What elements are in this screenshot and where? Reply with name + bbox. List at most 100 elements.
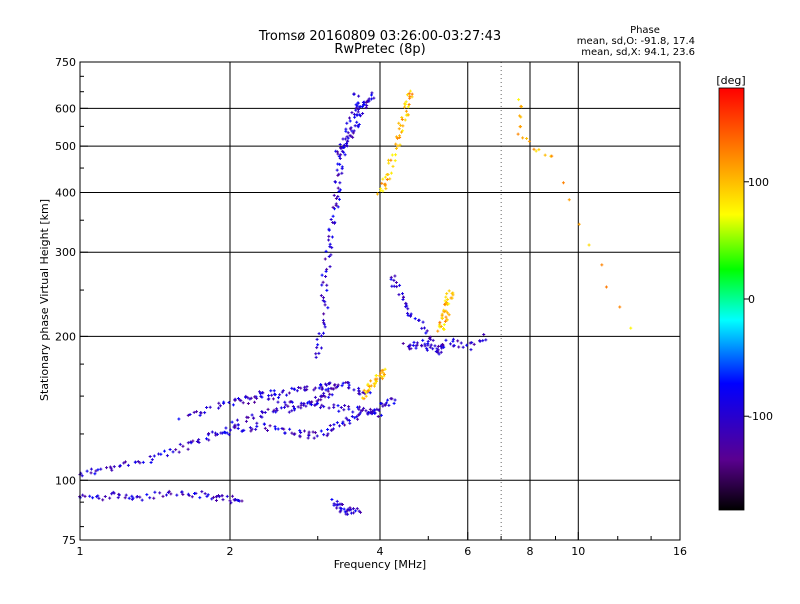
data-point-O [246,402,250,406]
data-point-O [231,403,235,407]
data-point-O [260,409,264,413]
data-point-O [302,402,306,406]
data-point-O [343,137,347,141]
data-point-O [140,498,144,502]
data-point-X [404,100,408,104]
data-point-X [394,135,398,139]
data-point-O [329,253,333,257]
data-point-X [439,325,443,329]
data-point-O [299,403,303,407]
data-point-X [379,371,383,375]
data-point-O [323,395,327,399]
data-point-O [351,131,355,135]
data-point-O [317,332,321,336]
data-point-O [268,424,272,428]
data-point-O [197,441,201,445]
data-point-O [348,127,352,131]
data-point-X [440,314,444,318]
data-point-X [447,302,451,306]
data-point-X [397,121,401,125]
data-point-O [368,407,372,411]
data-point-O [327,395,331,399]
data-point-O [339,146,343,150]
data-point-O [133,460,137,464]
data-point-O [336,186,340,190]
data-point-O [325,288,329,292]
data-point-O [337,197,341,201]
data-point-O [482,333,486,337]
data-point-O [431,347,435,351]
data-point-O [217,406,221,410]
data-point-O [343,153,347,157]
data-point-O [212,495,216,499]
data-point-O [99,467,103,471]
data-point-O [272,389,276,393]
data-point-O [323,257,327,261]
data-point-O [240,499,244,503]
data-point-X [394,142,398,146]
data-point-O [287,391,291,395]
data-point-O [130,494,134,498]
data-point-O [290,409,294,413]
data-point-O [397,293,401,297]
data-point-X [388,177,392,181]
data-point-O [195,410,199,414]
data-point-O [393,398,397,402]
data-point-O [321,280,325,284]
data-point-O [229,428,233,432]
data-point-O [181,493,185,497]
data-point-O [370,91,374,95]
data-point-O [392,278,396,282]
data-point-O [383,403,387,407]
data-point-O [322,331,326,335]
data-point-O [280,390,284,394]
data-point-O [298,435,302,439]
data-point-O [351,410,355,414]
data-point-O [237,498,241,502]
data-point-O [198,413,202,417]
data-point-O [347,383,351,387]
data-point-O [273,393,277,397]
data-point-X [444,309,448,313]
data-point-X [391,164,395,168]
data-point-O [434,349,438,353]
axis-ticks: 1 2 4 6 8 10 16 75 100 200 300 400 500 600 750 [55,56,687,558]
data-point-O [404,305,408,309]
data-point-O [306,401,310,405]
data-point-O [384,401,388,405]
data-point-O [328,424,332,428]
data-point-O [324,388,328,392]
data-point-O [89,467,93,471]
data-point-O [352,388,356,392]
data-point-O [342,145,346,149]
data-point-X [516,132,520,136]
data-point-O [336,173,340,177]
data-point-O [127,496,131,500]
data-point-O [257,390,261,394]
data-point-O [355,113,359,117]
data-point-O [193,491,197,495]
data-point-O [338,506,342,510]
data-point-O [162,449,166,453]
data-point-O [178,442,182,446]
data-point-O [299,386,303,390]
data-point-O [319,398,323,402]
data-point-O [358,113,362,117]
data-point-O [214,433,218,437]
data-point-O [322,405,326,409]
data-point-O [207,438,211,442]
data-point-O [328,265,332,269]
data-point-O [409,314,413,318]
data-point-O [394,281,398,285]
data-point-O [420,344,424,348]
chart-title: Tromsø 20160809 03:26:00-03:27:43 [258,29,501,44]
phase-mean-o: mean, sd,O: -91.8, 17.4 [577,36,695,47]
data-point-X [443,319,447,323]
data-point-O [344,129,348,133]
data-point-O [338,424,342,428]
data-point-O [340,384,344,388]
data-point-O [190,495,194,499]
x-tick-label: 6 [464,545,471,558]
data-point-O [233,397,237,401]
data-point-X [525,137,529,141]
